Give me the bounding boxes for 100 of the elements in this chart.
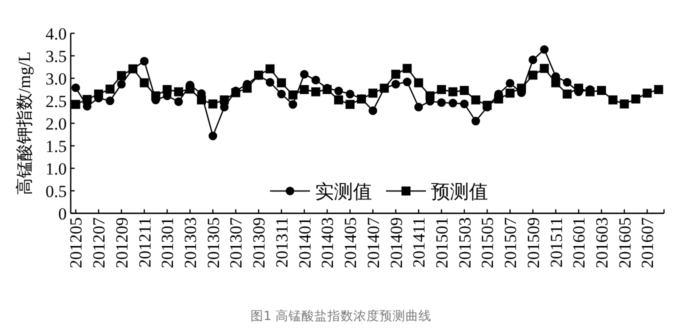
legend-label: 预测值 [431,182,488,203]
point [436,85,446,94]
x-tick-label: 201607 [638,216,658,268]
point [242,84,252,93]
point [562,78,572,87]
x-tick-label: 201209 [112,217,132,268]
point [471,116,480,126]
point [414,78,424,88]
point [516,84,526,93]
point [402,64,412,73]
point [608,95,618,104]
point [300,70,309,79]
point [106,84,115,94]
point [106,96,114,106]
point [196,95,206,104]
point [311,87,320,96]
y-tick-label: 3.5 [45,46,67,66]
x-tick-label: 201603 [592,217,612,268]
point [117,80,126,88]
point [426,91,435,100]
x-tick-label: 201211 [135,217,154,268]
x-tick-label: 201407 [364,216,383,268]
caption: 图1 高锰酸盐指数浓度预测曲线 [250,308,432,323]
point [506,78,514,88]
point [414,102,423,112]
x-tick-label: 201205 [66,217,86,268]
point [528,56,538,64]
x-tick-label: 201401 [295,217,314,268]
x-tick-label: 201507 [501,216,520,268]
x-tick-label: 201605 [615,217,634,268]
x-tick-label: 201403 [318,217,338,268]
y-tick-label: 2.5 [45,92,67,111]
point [300,85,309,94]
point [346,90,354,98]
point [631,94,640,104]
point [276,78,286,88]
point [460,100,469,108]
point [94,90,104,99]
point [71,100,80,109]
x-tick-label: 201303 [181,217,200,268]
point [162,85,172,94]
x-tick-label: 201305 [204,217,223,268]
y-tick-label: 0 [58,204,67,224]
y-axis-title: 高锰酸钾指数/mg/L [15,52,34,196]
point [540,64,549,73]
x-tick-label: 201503 [455,217,474,268]
y-tick-label: 3.0 [45,69,67,88]
point [437,98,446,107]
point [494,94,504,104]
x-tick-label: 201511 [546,217,566,268]
point [562,90,572,99]
x-tick-label: 201311 [272,217,292,268]
point [460,86,469,95]
point [140,78,149,88]
point [334,95,344,104]
x-tick-label: 201601 [570,217,589,268]
point [551,78,560,88]
point [186,84,195,94]
point [448,87,458,96]
y-tick-label: 1.0 [45,159,67,178]
y-tick-label: 4.0 [45,24,67,44]
y-tick-label: 0.5 [45,182,67,201]
point [116,71,126,80]
point [402,78,412,86]
point [71,83,80,92]
point [586,87,595,96]
point [596,86,606,95]
point [288,90,298,100]
point [448,98,458,108]
point [334,86,343,96]
point [540,45,549,54]
point [346,100,355,109]
x-tick-label: 201501 [432,217,452,268]
point [528,70,538,80]
point [140,56,149,66]
point [208,99,218,108]
y-tick-label: 2.0 [45,114,67,134]
point [174,87,184,96]
legend-label: 实测值 [315,181,372,203]
point [288,100,298,109]
x-tick-label: 201505 [478,217,498,268]
point [391,80,400,88]
x-tick-label: 201411 [410,217,429,268]
point [368,106,378,115]
x-tick-label: 201405 [341,217,360,268]
point [151,91,160,100]
point [368,88,378,98]
point [654,85,664,94]
point [574,84,584,93]
point [208,132,218,140]
x-tick-label: 201409 [386,217,406,268]
point [82,94,92,104]
point [311,76,320,84]
point [266,64,275,74]
x-tick-label: 201309 [250,217,269,268]
point [220,95,229,104]
point [174,97,183,106]
point [620,99,629,108]
x-tick-label: 201307 [226,216,246,268]
y-tick-label: 1.5 [45,136,67,156]
